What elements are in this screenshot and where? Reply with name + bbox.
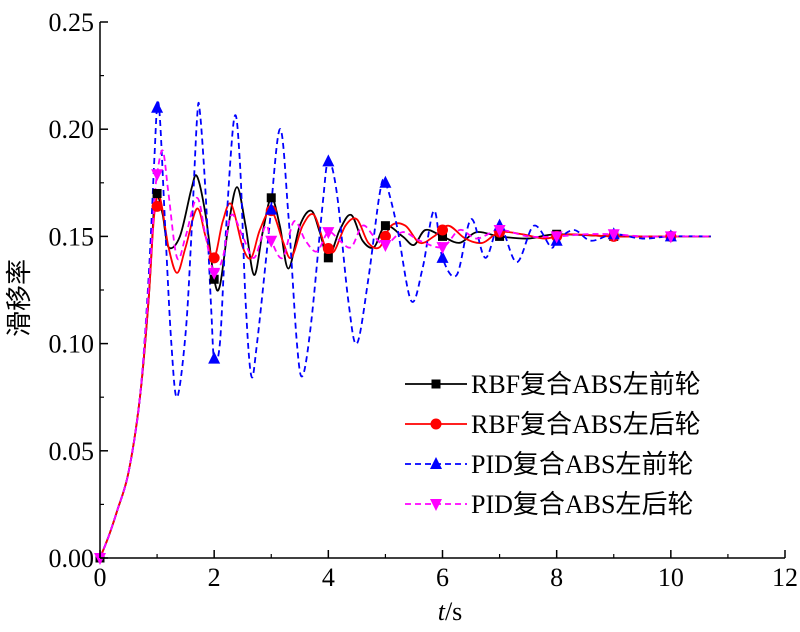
series-4-marker-11 bbox=[664, 231, 677, 244]
y-tick-label: 0.00 bbox=[49, 544, 95, 573]
legend-marker-3 bbox=[430, 457, 442, 469]
series-3-marker-5 bbox=[379, 175, 392, 188]
x-axis-label-var: t bbox=[438, 597, 446, 626]
series-4-marker-1 bbox=[94, 553, 106, 565]
x-axis-label: t/s bbox=[438, 597, 463, 626]
series-4-marker-4 bbox=[265, 235, 278, 248]
y-tick-label: 0.05 bbox=[49, 437, 95, 466]
legend-label-1: RBF复合ABS左前轮 bbox=[471, 370, 701, 399]
series-4-marker-9 bbox=[550, 231, 563, 244]
y-tick-label: 0.15 bbox=[49, 222, 95, 251]
y-tick-label: 0.10 bbox=[49, 330, 95, 359]
x-tick-label: 2 bbox=[208, 563, 221, 592]
series-3-marker-4 bbox=[322, 154, 335, 167]
x-tick-label: 10 bbox=[658, 563, 684, 592]
legend-label-3: PID复合ABS左前轮 bbox=[471, 450, 693, 479]
series-1-marker-4 bbox=[266, 193, 276, 203]
series-line-4 bbox=[100, 149, 711, 558]
ticks: 0 2 4 6 8 10 12 0.00 0.05 0.10 0.15 0.20 0.25 bbox=[49, 8, 799, 592]
series-3-marker-3 bbox=[265, 202, 278, 215]
x-tick-label: 6 bbox=[436, 563, 449, 592]
x-tick-label: 4 bbox=[322, 563, 335, 592]
series-2-marker-1 bbox=[151, 200, 163, 212]
series-2-marker-2 bbox=[208, 252, 220, 264]
series-4-marker-5 bbox=[322, 227, 335, 240]
series-4-marker-3 bbox=[208, 267, 221, 280]
series-4-marker-2 bbox=[151, 169, 164, 182]
series-2-marker-6 bbox=[437, 224, 448, 236]
x-tick-label: 12 bbox=[772, 563, 798, 592]
series-1-marker-2 bbox=[152, 189, 162, 199]
series-2-marker-4 bbox=[322, 243, 334, 255]
y-axis-label: 滑移率 bbox=[5, 259, 34, 337]
x-axis-label-unit: /s bbox=[445, 597, 462, 626]
legend-label-2: RBF复合ABS左后轮 bbox=[471, 410, 701, 439]
x-tick-label: 8 bbox=[550, 563, 563, 592]
y-tick-label: 0.20 bbox=[49, 115, 95, 144]
series-line-3 bbox=[100, 101, 711, 558]
x-tick-label: 0 bbox=[94, 563, 107, 592]
series-3-marker-1 bbox=[151, 100, 164, 113]
series-3-marker-2 bbox=[208, 351, 221, 364]
marker-layer bbox=[94, 100, 677, 565]
series-1-marker-6 bbox=[380, 221, 390, 231]
series-2-marker-5 bbox=[379, 230, 391, 242]
series-1-marker-5 bbox=[323, 253, 333, 263]
y-tick-label: 0.25 bbox=[49, 8, 95, 37]
series-4-marker-6 bbox=[379, 239, 392, 252]
series-1-marker-7 bbox=[438, 231, 447, 241]
legend-marker-1 bbox=[431, 379, 441, 389]
legend: RBF复合ABS左前轮 RBF复合ABS左后轮 PID复合ABS左前轮 PID复合AB… bbox=[405, 370, 701, 519]
series-3-marker-6 bbox=[436, 250, 449, 263]
legend-marker-4 bbox=[430, 499, 442, 511]
series-4-marker-10 bbox=[607, 229, 620, 242]
legend-label-4: PID复合ABS左后轮 bbox=[471, 490, 693, 519]
series-4-marker-7 bbox=[436, 242, 449, 255]
series-4-marker-8 bbox=[493, 224, 506, 237]
legend-marker-2 bbox=[430, 418, 442, 430]
